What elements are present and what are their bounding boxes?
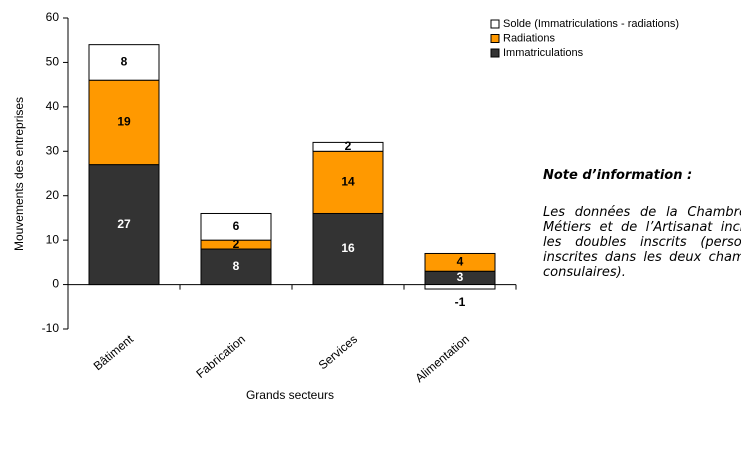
value-label: 8 [121,55,128,69]
x-tick-label: Services [316,332,360,372]
legend-swatch [490,48,500,58]
y-tick-label: 20 [46,188,60,202]
y-tick-label: 40 [46,99,60,113]
value-label: 2 [233,237,240,251]
bar-segment [88,79,160,166]
x-tick-label: Bâtiment [91,332,137,374]
bar-segment [312,141,384,152]
bar-segment [424,284,496,290]
legend-label: Radiations [503,32,555,44]
y-tick-label: 0 [52,277,59,291]
legend-swatch [490,19,500,29]
bar-segment [312,150,384,214]
y-axis-title: Mouvements des entreprises [12,97,26,251]
value-label: -1 [455,295,466,309]
note-text: Les données de la Chambre de Métiers et … [543,205,741,280]
x-axis-title: Grands secteurs [246,388,334,402]
bar-segment [200,248,272,286]
value-label: 14 [341,175,355,189]
legend-swatch [490,34,500,43]
x-tick-label: Alimentation [412,332,472,385]
value-label: 4 [457,255,464,269]
y-tick-label: 60 [46,10,60,24]
bar-segment [200,212,272,241]
value-label: 27 [117,217,131,231]
y-tick-label: 50 [46,55,60,69]
value-label: 16 [341,241,355,255]
bar-segment [424,252,496,272]
value-label: 8 [233,259,240,273]
note: Note d’information : Les données de la C… [543,168,741,280]
note-title: Note d’information : [543,168,693,183]
value-label: 2 [345,139,352,153]
y-tick-label: 30 [46,143,60,157]
x-tick-label: Fabrication [193,332,247,381]
y-tick-label: 10 [46,232,60,246]
value-label: 3 [457,270,464,284]
legend-label: Immatriculations [503,47,584,59]
bar-segment [88,44,160,81]
y-tick-label: -10 [42,321,60,335]
value-label: 19 [117,115,131,129]
value-label: 6 [233,219,240,233]
legend-label: Solde (Immatriculations - radiations) [503,18,679,30]
bar-segment [88,164,160,286]
